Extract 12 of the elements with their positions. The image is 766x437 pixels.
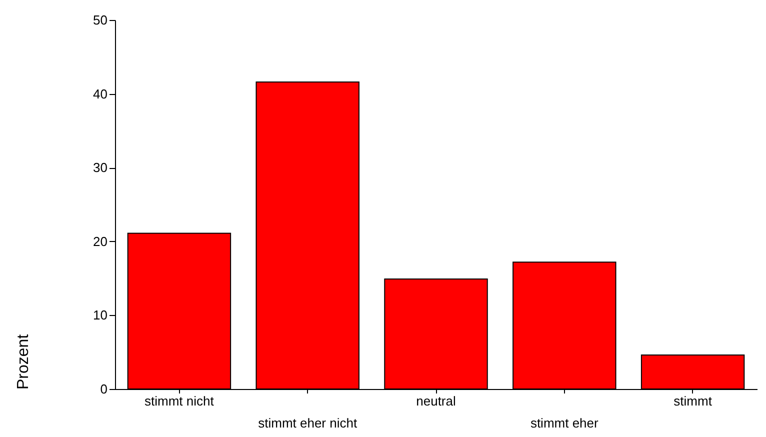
x-tick-label: stimmt eher (530, 416, 600, 430)
y-tick-label: 10 (93, 308, 108, 323)
y-tick-label: 20 (93, 234, 108, 249)
y-tick-label: 40 (93, 86, 108, 102)
y-tick-label: 30 (93, 160, 108, 176)
x-tick-label: stimmt (674, 394, 712, 408)
x-tick-label: stimmt nicht (144, 394, 214, 408)
y-axis-title: Prozent (15, 334, 32, 390)
y-tick-label: 50 (93, 12, 108, 28)
y-tick-label: 0 (100, 382, 108, 396)
x-tick-label: stimmt eher nicht (258, 416, 358, 430)
x-tick-label: neutral (416, 394, 456, 408)
